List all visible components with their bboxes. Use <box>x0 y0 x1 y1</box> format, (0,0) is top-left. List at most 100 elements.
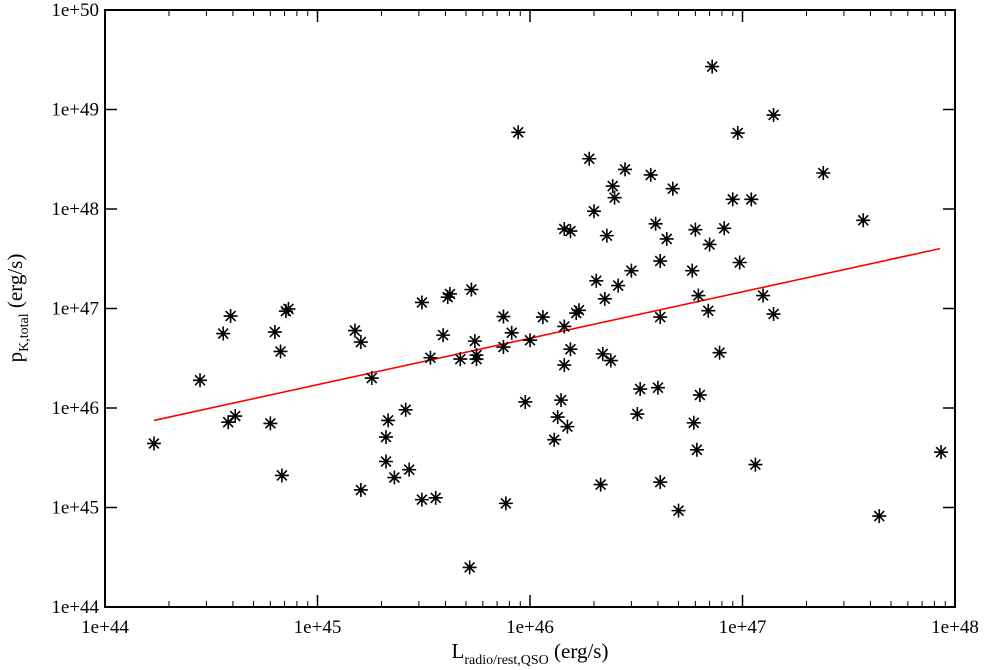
x-tick-label: 1e+44 <box>81 617 129 638</box>
data-point <box>691 288 706 303</box>
data-point <box>347 323 362 338</box>
data-point <box>554 393 569 408</box>
data-point <box>603 353 618 368</box>
data-point <box>595 346 610 361</box>
data-point <box>689 442 704 457</box>
data-point <box>442 286 457 301</box>
data-point <box>228 409 243 424</box>
data-point <box>216 326 231 341</box>
data-point <box>535 310 550 325</box>
data-point <box>732 255 747 270</box>
data-point <box>712 345 727 360</box>
y-tick-label: 1e+48 <box>51 199 99 220</box>
data-point <box>582 151 597 166</box>
data-point <box>364 371 379 386</box>
data-point <box>428 490 443 505</box>
data-point <box>518 394 533 409</box>
data-point <box>671 503 686 518</box>
data-point <box>605 179 620 194</box>
data-point <box>423 350 438 365</box>
data-point <box>701 303 716 318</box>
data-point <box>469 352 484 367</box>
data-point <box>223 309 238 324</box>
data-point <box>398 402 413 417</box>
data-point <box>274 468 289 483</box>
data-point <box>665 181 680 196</box>
data-point <box>856 213 871 228</box>
data-point <box>597 291 612 306</box>
data-point <box>653 475 668 490</box>
data-point <box>221 415 236 430</box>
data-point <box>462 560 477 575</box>
data-point <box>263 416 278 431</box>
data-point <box>353 482 368 497</box>
x-axis-ticks: 1e+44 1e+45 1e+46 1e+47 1e+48 <box>81 10 979 638</box>
y-axis-ticks: 1e+44 1e+45 1e+46 1e+47 1e+48 1e+49 1e+50 <box>51 0 955 618</box>
data-point <box>702 237 717 252</box>
data-point <box>453 352 468 367</box>
data-point <box>748 457 763 472</box>
data-point <box>766 108 781 123</box>
fit-line <box>153 247 941 422</box>
data-point <box>511 125 526 140</box>
data-point <box>353 335 368 350</box>
data-point <box>557 319 572 334</box>
data-point <box>593 477 608 492</box>
data-point <box>630 407 645 422</box>
data-point <box>589 273 604 288</box>
data-point <box>653 254 668 269</box>
data-point <box>464 282 479 297</box>
data-point <box>557 221 572 236</box>
data-point <box>498 496 513 511</box>
y-tick-label: 1e+46 <box>51 398 99 419</box>
data-point <box>659 231 674 246</box>
data-point <box>571 303 586 318</box>
y-tick-label: 1e+50 <box>51 0 99 21</box>
data-point <box>193 373 208 388</box>
data-point <box>618 162 633 177</box>
data-point <box>547 432 562 447</box>
data-point <box>648 216 663 231</box>
data-point <box>730 126 745 141</box>
data-point <box>650 380 665 395</box>
data-point <box>414 492 429 507</box>
data-point <box>560 419 575 434</box>
data-point <box>387 470 402 485</box>
data-point <box>725 192 740 207</box>
data-point <box>624 263 639 278</box>
x-tick-label: 1e+48 <box>931 617 979 638</box>
data-point <box>273 344 288 359</box>
data-point <box>557 358 572 373</box>
data-point <box>378 430 393 445</box>
data-point <box>607 190 622 205</box>
data-point <box>685 263 700 278</box>
data-point <box>378 454 393 469</box>
y-tick-label: 1e+49 <box>51 100 99 121</box>
data-point <box>504 325 519 340</box>
data-point <box>414 295 429 310</box>
data-point <box>523 333 537 348</box>
data-point <box>146 436 161 451</box>
x-tick-label: 1e+47 <box>719 617 767 638</box>
data-point <box>653 310 668 325</box>
data-point <box>816 166 831 181</box>
data-point <box>381 413 396 428</box>
data-point <box>692 388 707 403</box>
data-point <box>744 192 759 207</box>
data-point <box>563 342 578 357</box>
data-point <box>756 288 771 303</box>
x-tick-label: 1e+46 <box>506 617 554 638</box>
data-point <box>402 462 417 477</box>
x-tick-label: 1e+45 <box>294 617 342 638</box>
data-point <box>586 204 601 219</box>
y-axis-title: pK,total (erg/s) <box>3 254 32 363</box>
data-point <box>643 167 658 182</box>
data-point <box>872 509 887 524</box>
plot-frame <box>104 9 956 608</box>
data-point <box>611 278 626 293</box>
data-point <box>550 410 565 425</box>
data-point <box>688 222 703 237</box>
data-point <box>496 340 511 355</box>
data-point <box>467 334 482 349</box>
